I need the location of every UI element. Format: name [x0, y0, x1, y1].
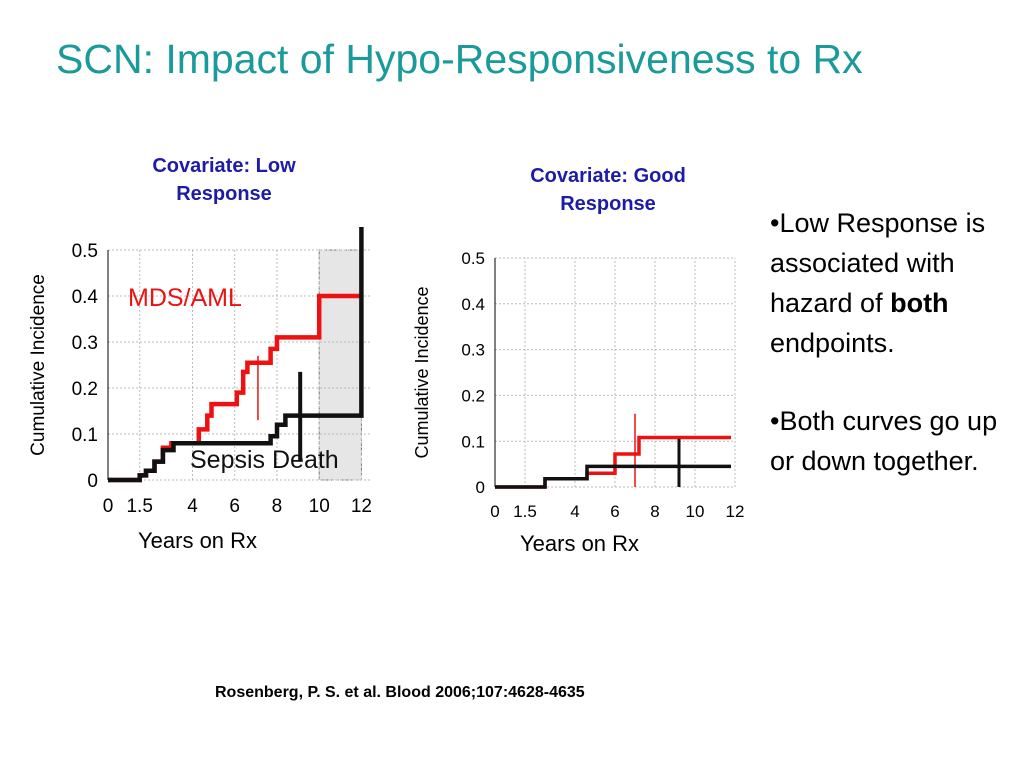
x-tick-label: 8 [272, 496, 283, 517]
x-tick-label: 6 [610, 502, 619, 521]
x-tick-label: 12 [726, 502, 745, 521]
y-tick-label: 0.4 [461, 295, 485, 314]
y-axis-title: Cumulative Incidence [28, 274, 49, 456]
y-tick-label: 0.1 [72, 425, 98, 446]
x-axis-title-good-response: Years on Rx [520, 531, 640, 556]
x-tick-label: 4 [187, 496, 198, 517]
y-tick-label: 0.3 [461, 341, 485, 360]
chart-low-response: 0 0.1 0.2 0.3 0.4 0.5 0 1.5 4 6 8 10 12 Cumulative In… [28, 227, 372, 517]
series-line-sepsis-death [108, 227, 364, 483]
series-label-sepsis-death: Sepsis Death [190, 446, 339, 474]
y-tick-label: 0.3 [72, 333, 98, 354]
chart-heading-good-response: Covariate: Good Response [530, 165, 686, 215]
y-axis-title: Cumulative Incidence [412, 286, 432, 458]
series-label-mds-aml: MDS/AML [128, 284, 242, 312]
bullet-both-curves: •Both curves go up or down together. [770, 401, 1015, 481]
slide-title: SCN: Impact of Hypo-Responsiveness to Rx [56, 36, 863, 82]
x-tick-label: 10 [309, 496, 330, 517]
x-tick-label: 0 [103, 496, 114, 517]
y-tick-label: 0.2 [72, 379, 98, 400]
y-tick-label: 0.5 [72, 241, 98, 262]
x-axis-title-low-response: Years on Rx [138, 528, 258, 553]
y-tick-label: 0.1 [461, 432, 485, 451]
series-line-sepsis-death [495, 464, 731, 489]
x-tick-label: 4 [570, 502, 579, 521]
x-tick-label: 1.5 [126, 496, 152, 517]
x-tick-label: 8 [650, 502, 659, 521]
chart-heading-low-response: Covariate: Low Response [152, 155, 296, 205]
x-tick-label: 1.5 [513, 502, 537, 521]
x-tick-label: 0 [490, 502, 499, 521]
y-tick-label: 0 [87, 471, 98, 492]
bullet-text-end: endpoints. [770, 328, 895, 358]
x-tick-label: 6 [229, 496, 240, 517]
y-tick-label: 0.5 [461, 249, 485, 268]
y-tick-label: 0 [476, 478, 485, 497]
series-line-mds-aml [495, 435, 731, 489]
x-tick-label: 10 [686, 502, 705, 521]
bullet-text: •Low Response is associated with hazard … [770, 208, 986, 318]
x-tick-label: 12 [351, 496, 372, 517]
bullet-list: •Low Response is associated with hazard … [770, 203, 1015, 481]
y-tick-label: 0.4 [72, 287, 99, 308]
y-tick-label: 0.2 [461, 387, 485, 406]
chart-good-response: 0 0.1 0.2 0.3 0.4 0.5 0 1.5 4 6 8 10 12 Cumulative In… [412, 249, 745, 521]
bullet-text: •Both curves go up or down together. [770, 406, 998, 476]
citation: Rosenberg, P. S. et al. Blood 2006;107:4… [215, 684, 585, 701]
bullet-low-response: •Low Response is associated with hazard … [770, 203, 1015, 363]
bullet-emphasis: both [890, 288, 949, 318]
